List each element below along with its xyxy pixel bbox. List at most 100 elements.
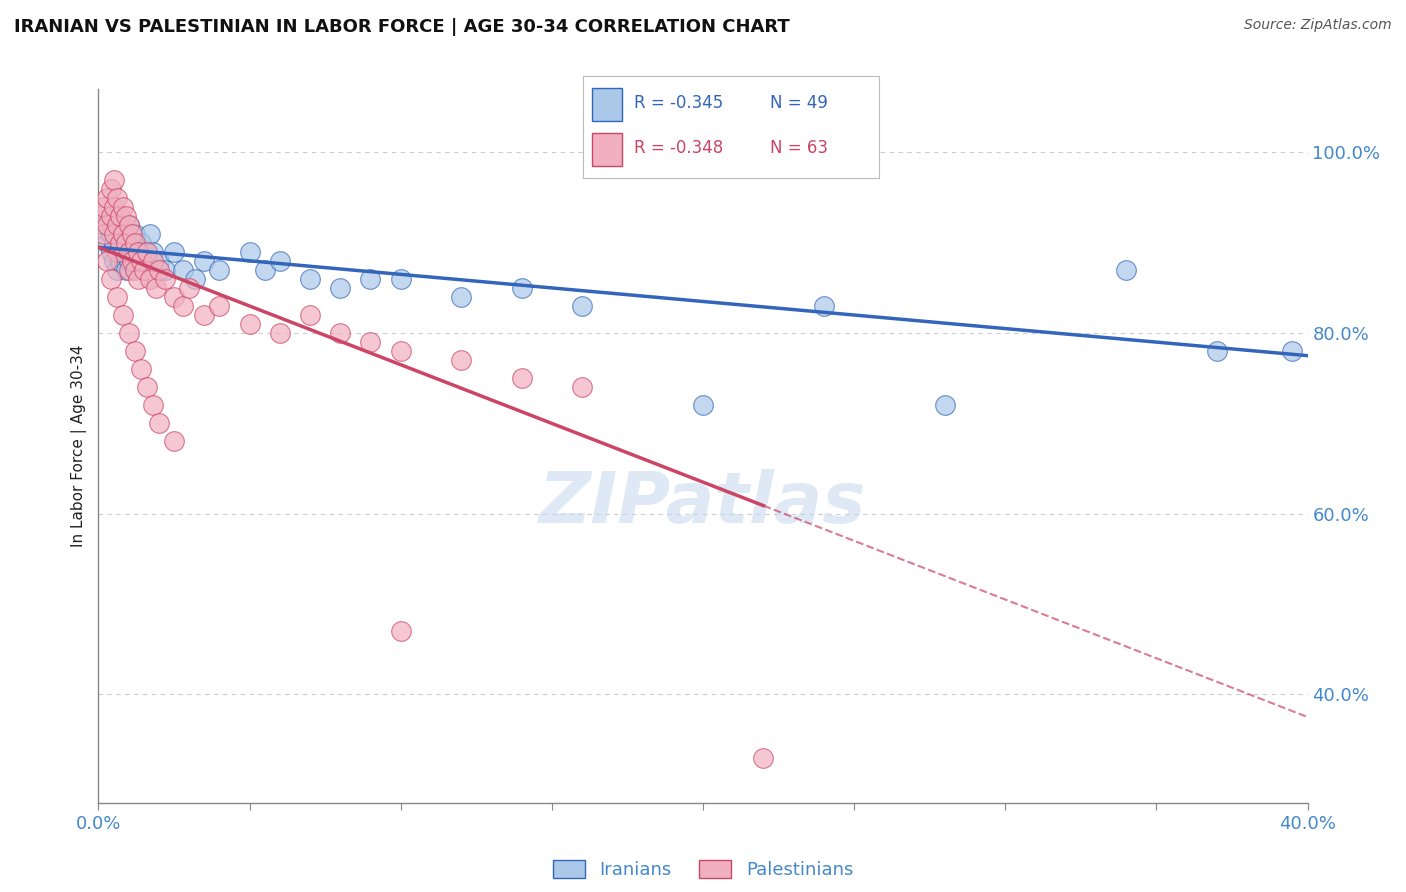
Point [100,209,122,223]
Point [172,263,194,277]
Point [510,371,533,385]
Point [142,253,165,268]
Point [148,253,170,268]
Point [114,263,136,277]
Point [571,380,593,394]
Point [111,244,134,259]
Point [111,227,134,241]
Point [105,218,128,232]
Text: R = -0.348: R = -0.348 [634,139,723,157]
Point [132,244,155,259]
Point [121,227,143,241]
Point [121,253,143,268]
Point [114,235,136,250]
Point [124,244,146,259]
Point [100,244,122,259]
Point [208,263,231,277]
Point [100,272,122,286]
Bar [592,133,621,166]
Point [571,299,593,313]
Point [389,344,412,359]
Point [105,227,128,241]
Point [111,308,134,322]
Point [93,218,115,232]
Point [111,227,134,241]
Point [118,263,141,277]
Point [124,235,146,250]
Point [132,263,155,277]
Point [105,290,128,304]
Legend: Iranians, Palestinians: Iranians, Palestinians [546,853,860,887]
Point [124,263,146,277]
Point [269,326,291,340]
Text: ZIPatlas: ZIPatlas [540,468,866,538]
Point [813,299,835,313]
Point [118,244,141,259]
Point [299,308,322,322]
Point [103,235,125,250]
Point [193,308,215,322]
Point [93,200,115,214]
Point [450,290,472,304]
Point [163,290,186,304]
Y-axis label: In Labor Force | Age 30-34: In Labor Force | Age 30-34 [72,344,87,548]
Point [360,272,382,286]
Point [90,209,112,223]
Point [129,362,152,376]
Point [299,272,322,286]
Point [108,253,131,268]
Point [118,218,141,232]
Point [118,326,141,340]
Text: R = -0.345: R = -0.345 [634,94,723,112]
Point [239,317,262,331]
Point [163,434,186,449]
Point [96,235,118,250]
Point [269,253,291,268]
Point [148,263,170,277]
Point [135,244,157,259]
Point [172,299,194,313]
Point [1281,344,1303,359]
Point [103,200,125,214]
Point [177,281,201,295]
Point [129,253,152,268]
Point [692,398,714,412]
Bar [592,88,621,121]
Point [100,227,122,241]
Point [139,272,162,286]
Point [450,353,472,368]
Point [103,172,125,186]
Point [153,272,176,286]
Point [329,281,352,295]
Point [124,227,146,241]
Point [135,253,157,268]
Point [752,750,775,764]
Point [1206,344,1229,359]
Point [1115,263,1137,277]
Point [108,235,131,250]
Point [145,281,167,295]
Point [103,227,125,241]
Point [124,344,146,359]
Point [360,335,382,350]
Point [239,244,262,259]
Point [105,191,128,205]
Point [103,253,125,268]
Point [118,253,141,268]
Point [135,380,157,394]
Point [142,244,165,259]
Point [329,326,352,340]
Point [193,253,215,268]
Point [510,281,533,295]
Point [108,218,131,232]
Text: N = 49: N = 49 [769,94,827,112]
Point [100,181,122,195]
Text: Source: ZipAtlas.com: Source: ZipAtlas.com [1244,18,1392,32]
Point [96,218,118,232]
Point [127,272,149,286]
Point [934,398,956,412]
Point [118,218,141,232]
Point [163,244,186,259]
Point [127,244,149,259]
Point [96,191,118,205]
